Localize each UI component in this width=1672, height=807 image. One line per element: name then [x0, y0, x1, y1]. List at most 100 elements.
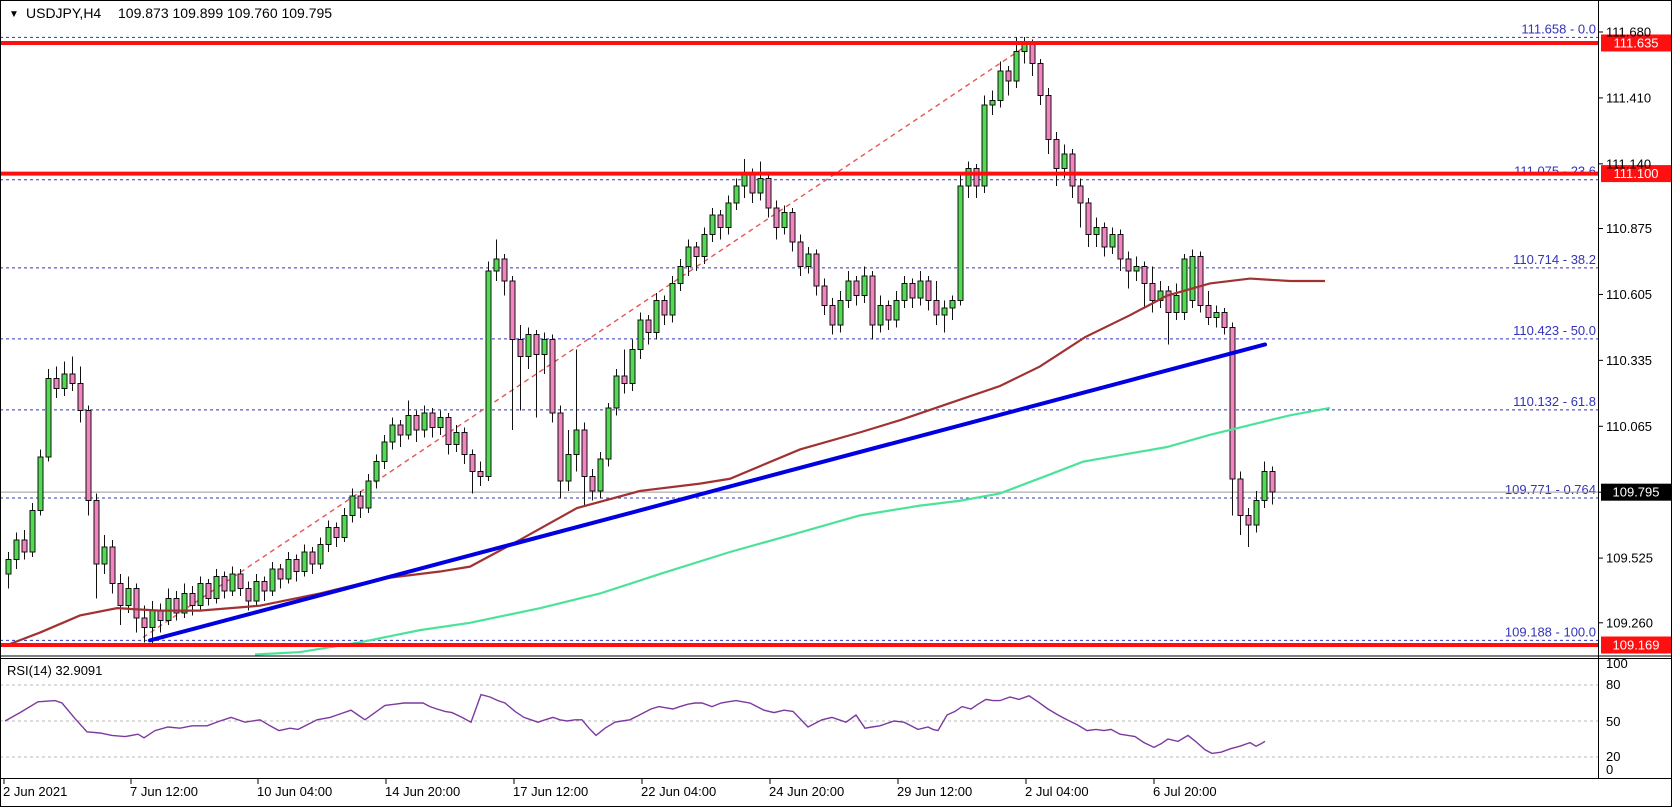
- fib-level-label: 110.714 - 38.2: [1513, 252, 1596, 267]
- rsi-indicator-layer: 100 80 50 200: [0, 656, 1628, 777]
- candle: [981, 95, 988, 194]
- price-tick-label: 111.680: [1606, 25, 1651, 40]
- candle: [949, 295, 956, 321]
- candle: [693, 241, 700, 272]
- candle: [1213, 305, 1220, 328]
- candle: [837, 290, 844, 333]
- candle: [893, 290, 900, 328]
- candle: [1253, 490, 1260, 533]
- candle: [1133, 256, 1140, 282]
- candle: [669, 276, 676, 323]
- candle: [413, 410, 420, 443]
- rsi-axis-label: 80: [1606, 677, 1620, 692]
- candle: [485, 261, 492, 482]
- candle: [853, 276, 860, 306]
- candle: [989, 90, 996, 116]
- candle: [765, 173, 772, 218]
- candle: [461, 427, 468, 465]
- candle: [549, 334, 556, 423]
- candle: [877, 295, 884, 333]
- candle: [1181, 254, 1188, 321]
- moving-averages-layer: [7, 277, 1331, 656]
- candle: [1125, 251, 1132, 289]
- time-axis[interactable]: 2 Jun 2021 7 Jun 12:00 10 Jun 04:00 14 Jun …: [3, 778, 1217, 799]
- candle: [101, 534, 108, 574]
- candle: [429, 407, 436, 438]
- candle: [1269, 466, 1276, 505]
- candle: [365, 473, 372, 513]
- red-dashed-trendline[interactable]: [142, 46, 1026, 639]
- candle: [701, 227, 708, 264]
- candle: [1005, 66, 1012, 96]
- candle: [845, 271, 852, 308]
- candle: [173, 591, 180, 621]
- candle: [269, 561, 276, 596]
- rsi-axis-label: 0: [1606, 762, 1613, 777]
- candle: [1189, 249, 1196, 308]
- candle: [93, 493, 100, 599]
- fib-level-label: 110.423 - 50.0: [1513, 323, 1596, 338]
- candle: [293, 554, 300, 582]
- candle: [1109, 227, 1116, 255]
- candle: [421, 405, 428, 438]
- candle: [789, 207, 796, 252]
- candle: [253, 573, 260, 606]
- candle: [909, 278, 916, 308]
- resistance-price-box: [1601, 636, 1671, 654]
- candle: [125, 576, 132, 614]
- candle: [261, 576, 268, 601]
- candle: [637, 312, 644, 360]
- candle: [1261, 461, 1268, 509]
- current-price-box: [1601, 483, 1671, 501]
- chart-header: ▼ USDJPY,H4 109.873 109.899 109.760 109.…: [9, 5, 332, 21]
- candle: [1053, 132, 1060, 186]
- candle: [1221, 307, 1228, 335]
- candle: [437, 410, 444, 435]
- resistance-price-label: 109.169: [1613, 638, 1660, 653]
- fib-level-label: 111.075 - 23.6: [1514, 164, 1596, 179]
- candle: [453, 425, 460, 452]
- candle: [557, 405, 564, 499]
- candle: [581, 422, 588, 506]
- fib-level-label: 110.132 - 61.8: [1513, 394, 1596, 409]
- candle: [229, 566, 236, 596]
- candle: [917, 271, 924, 306]
- rsi-indicator-label: RSI(14) 32.9091: [7, 663, 102, 678]
- candle: [85, 405, 92, 516]
- price-axis[interactable]: 111.680 111.410 111.140 110.875 110.605 110.3…: [1598, 25, 1671, 631]
- candle: [821, 278, 828, 316]
- candle: [53, 366, 60, 399]
- candle: [357, 490, 364, 518]
- candle: [469, 449, 476, 494]
- fibonacci-retracement-layer: 111.658 - 0.0 111.075 - 23.6 110.714 - 38.…: [0, 21, 1598, 641]
- ma-fast-line: [254, 406, 1331, 656]
- resistance-price-label: 111.635: [1613, 35, 1658, 50]
- candle: [941, 300, 948, 333]
- candle: [725, 195, 732, 235]
- candle: [797, 234, 804, 277]
- candle: [181, 583, 188, 618]
- price-tick-label: 110.605: [1606, 287, 1652, 302]
- candle: [21, 530, 28, 560]
- candle: [653, 293, 660, 340]
- candle: [597, 451, 604, 499]
- candle: [589, 468, 596, 501]
- candle: [29, 503, 36, 557]
- candle: [805, 246, 812, 274]
- candle: [277, 564, 284, 589]
- candle: [157, 603, 164, 633]
- blue-trendline[interactable]: [148, 342, 1267, 643]
- candle: [333, 522, 340, 548]
- candle: [477, 461, 484, 487]
- candle: [933, 281, 940, 325]
- candle: [285, 551, 292, 584]
- time-tick-label: 7 Jun 12:00: [130, 784, 198, 799]
- candle: [117, 573, 124, 626]
- candle: [5, 551, 12, 589]
- symbol-dropdown-icon[interactable]: ▼: [9, 9, 19, 20]
- price-tick-label: 111.140: [1606, 156, 1651, 171]
- candle: [1149, 266, 1156, 313]
- candle: [645, 315, 652, 345]
